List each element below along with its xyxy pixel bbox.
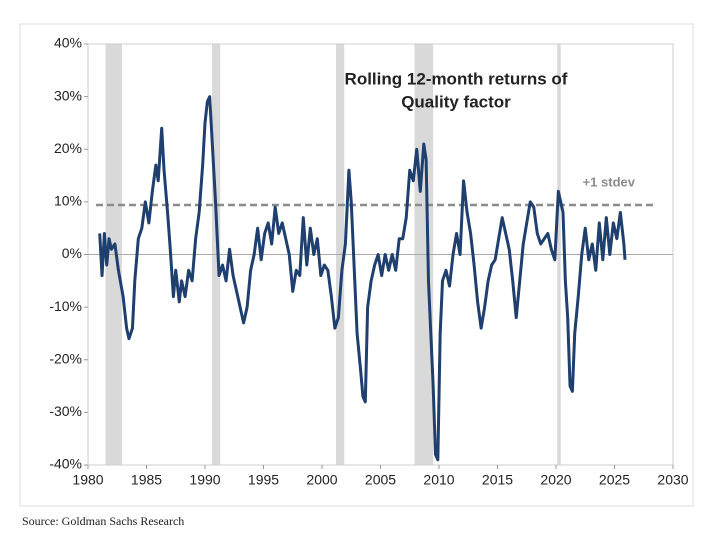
source-note: Source: Goldman Sachs Research xyxy=(22,514,184,528)
y-tick-label: -20% xyxy=(49,350,82,366)
y-tick-label: 30% xyxy=(54,87,82,103)
y-tick-label: 40% xyxy=(54,35,82,51)
y-tick-label: -40% xyxy=(49,456,82,472)
x-tick-label: 2025 xyxy=(599,472,630,488)
x-tick-label: 1980 xyxy=(72,472,103,488)
chart-title: Quality factor xyxy=(401,92,511,111)
y-tick-label: 10% xyxy=(54,193,82,209)
chart-frame xyxy=(19,23,694,507)
y-tick-label: 20% xyxy=(54,140,82,156)
data-line xyxy=(98,95,627,462)
x-tick-label: 1985 xyxy=(131,472,162,488)
y-tick-label: -30% xyxy=(49,403,82,419)
reference-label: +1 stdev xyxy=(583,174,636,189)
x-tick-label: 2015 xyxy=(482,472,513,488)
x-tick-label: 2000 xyxy=(306,472,337,488)
chart-title: Rolling 12-month returns of xyxy=(345,69,568,88)
y-tick-label: -10% xyxy=(49,298,82,314)
x-tick-label: 1995 xyxy=(248,472,279,488)
y-tick-label: 0% xyxy=(62,245,82,261)
plot-area: 40% 30% 20% 10% 0% -10% -20% -30% -40%1980 1985 19… xyxy=(49,35,688,488)
x-tick-label: 2005 xyxy=(365,472,396,488)
x-tick-label: 2010 xyxy=(423,472,454,488)
x-tick-label: 2020 xyxy=(540,472,571,488)
x-tick-label: 1990 xyxy=(189,472,220,488)
x-tick-label: 2030 xyxy=(657,472,688,488)
